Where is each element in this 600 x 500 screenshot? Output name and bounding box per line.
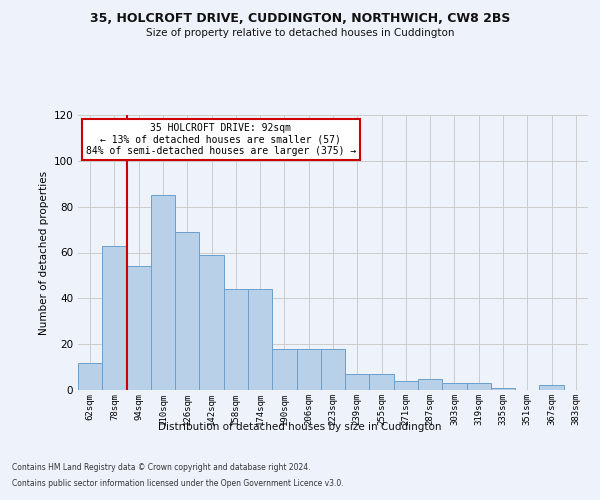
Bar: [539, 386, 564, 390]
Bar: [370, 374, 394, 390]
Bar: [296, 349, 321, 390]
Text: Contains HM Land Registry data © Crown copyright and database right 2024.: Contains HM Land Registry data © Crown c…: [12, 464, 311, 472]
Bar: [127, 266, 151, 390]
Bar: [248, 289, 272, 390]
Y-axis label: Number of detached properties: Number of detached properties: [39, 170, 49, 334]
Bar: [199, 255, 224, 390]
Bar: [321, 349, 345, 390]
Text: 35 HOLCROFT DRIVE: 92sqm
← 13% of detached houses are smaller (57)
84% of semi-d: 35 HOLCROFT DRIVE: 92sqm ← 13% of detach…: [86, 123, 356, 156]
Bar: [394, 381, 418, 390]
Bar: [272, 349, 296, 390]
Bar: [224, 289, 248, 390]
Bar: [175, 232, 199, 390]
Text: 35, HOLCROFT DRIVE, CUDDINGTON, NORTHWICH, CW8 2BS: 35, HOLCROFT DRIVE, CUDDINGTON, NORTHWIC…: [90, 12, 510, 26]
Bar: [467, 383, 491, 390]
Bar: [102, 246, 127, 390]
Bar: [345, 374, 370, 390]
Bar: [418, 378, 442, 390]
Bar: [151, 195, 175, 390]
Text: Distribution of detached houses by size in Cuddington: Distribution of detached houses by size …: [158, 422, 442, 432]
Text: Contains public sector information licensed under the Open Government Licence v3: Contains public sector information licen…: [12, 478, 344, 488]
Bar: [442, 383, 467, 390]
Bar: [78, 362, 102, 390]
Bar: [491, 388, 515, 390]
Text: Size of property relative to detached houses in Cuddington: Size of property relative to detached ho…: [146, 28, 454, 38]
